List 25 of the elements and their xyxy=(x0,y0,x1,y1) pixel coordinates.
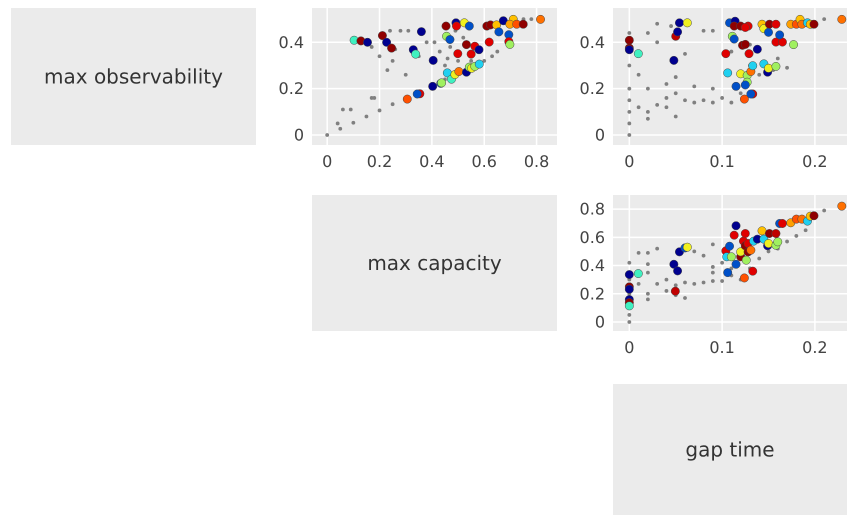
x-tick-label: 0 xyxy=(322,152,332,171)
y-tick-label: 0 xyxy=(294,126,304,145)
x-tick-label: 0.4 xyxy=(419,152,445,171)
y-tick-label: 0.8 xyxy=(580,200,605,219)
x-tick-label: 0 xyxy=(624,152,634,171)
x-tick-label: 0.2 xyxy=(366,152,392,171)
x-tick-label: 0.2 xyxy=(802,338,828,357)
x-tick-label: 0.1 xyxy=(709,152,735,171)
x-tick-label: 0.8 xyxy=(524,152,550,171)
text: max observability xyxy=(44,64,224,88)
y-tick-label: 0 xyxy=(594,126,605,145)
x-tick-label: 0.6 xyxy=(472,152,497,171)
y-tick-label: 0.2 xyxy=(580,79,605,98)
y-tick-label: 0.2 xyxy=(278,79,304,98)
y-tick-label: 0.6 xyxy=(580,228,605,247)
x-tick-label: 0.2 xyxy=(802,152,828,171)
text: gap time xyxy=(685,438,775,462)
text: max capacity xyxy=(367,251,502,275)
y-tick-label: 0 xyxy=(594,312,605,332)
y-tick-label: 0.4 xyxy=(580,32,605,52)
x-tick-label: 0 xyxy=(624,338,634,357)
x-tick-label: 0.1 xyxy=(709,338,735,357)
y-tick-label: 0.2 xyxy=(580,284,605,304)
y-tick-label: 0.4 xyxy=(580,256,605,276)
y-tick-label: 0.4 xyxy=(278,32,304,52)
